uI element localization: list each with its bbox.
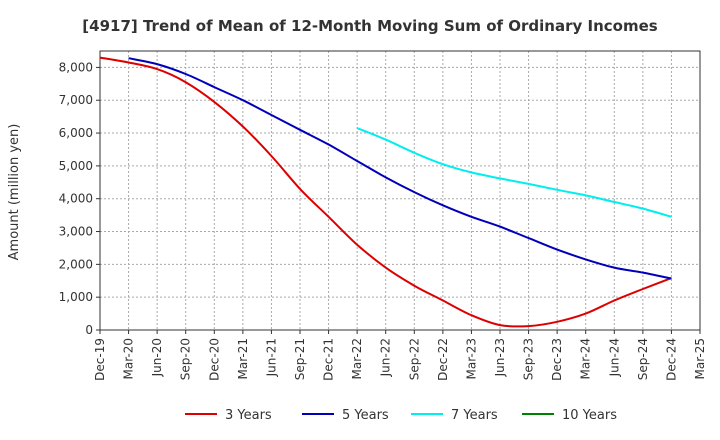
x-tick-label: Mar-24 bbox=[579, 338, 593, 379]
x-axis-ticks: Dec-19 Mar-20 Jun-20 Sep-20 Dec-20 Mar-21 Jun-… bbox=[93, 330, 707, 381]
series-line-3-years bbox=[99, 56, 672, 328]
x-tick-label: Sep-24 bbox=[636, 338, 650, 380]
y-tick-label: 7,000 bbox=[59, 93, 93, 107]
y-axis-label: Amount (million yen) bbox=[7, 124, 22, 261]
legend-label: 5 Years bbox=[342, 408, 389, 423]
series-line-5-years bbox=[128, 57, 672, 280]
chart-title: [4917] Trend of Mean of 12-Month Moving … bbox=[82, 17, 657, 35]
x-tick-label: Sep-22 bbox=[407, 338, 421, 380]
y-tick-label: 1,000 bbox=[59, 290, 93, 304]
legend-label: 10 Years bbox=[562, 408, 617, 423]
x-tick-label: Mar-22 bbox=[350, 338, 364, 379]
x-tick-label: Jun-21 bbox=[264, 338, 278, 377]
y-tick-label: 4,000 bbox=[59, 192, 93, 206]
x-tick-label: Jun-24 bbox=[607, 338, 621, 377]
x-tick-label: Mar-20 bbox=[122, 338, 136, 379]
x-tick-label: Dec-24 bbox=[664, 338, 678, 381]
y-tick-label: 3,000 bbox=[59, 225, 93, 239]
y-tick-label: 5,000 bbox=[59, 159, 93, 173]
x-tick-label: Jun-20 bbox=[150, 338, 164, 377]
x-tick-label: Mar-25 bbox=[693, 338, 707, 379]
legend-label: 7 Years bbox=[451, 408, 498, 423]
y-tick-label: 8,000 bbox=[59, 60, 93, 74]
x-tick-label: Dec-21 bbox=[322, 338, 336, 381]
x-tick-label: Jun-22 bbox=[379, 338, 393, 377]
legend-label: 3 Years bbox=[225, 408, 272, 423]
x-tick-label: Sep-21 bbox=[293, 338, 307, 380]
x-tick-label: Dec-19 bbox=[93, 338, 107, 381]
y-tick-label: 0 bbox=[85, 323, 93, 337]
x-tick-label: Dec-20 bbox=[207, 338, 221, 381]
x-tick-label: Mar-21 bbox=[236, 338, 250, 379]
legend-item-5-years: 5 Years bbox=[302, 408, 389, 423]
legend-item-3-years: 3 Years bbox=[185, 408, 272, 423]
x-tick-label: Sep-23 bbox=[522, 338, 536, 380]
series-line-7-years bbox=[356, 127, 672, 218]
x-tick-label: Sep-20 bbox=[179, 338, 193, 380]
y-axis-ticks: 0 1,000 2,000 3,000 4,000 5,000 6,000 7,000 8,00… bbox=[59, 60, 100, 337]
x-tick-label: Dec-22 bbox=[436, 338, 450, 381]
legend: 3 Years 5 Years 7 Years 10 Years bbox=[185, 408, 617, 423]
x-tick-label: Mar-23 bbox=[464, 338, 478, 379]
y-tick-label: 2,000 bbox=[59, 257, 93, 271]
legend-item-7-years: 7 Years bbox=[411, 408, 498, 423]
plot-frame bbox=[99, 50, 701, 331]
y-tick-label: 6,000 bbox=[59, 126, 93, 140]
legend-item-10-years: 10 Years bbox=[522, 408, 617, 423]
x-tick-label: Dec-23 bbox=[550, 338, 564, 381]
x-tick-label: Jun-23 bbox=[493, 338, 507, 377]
series-lines bbox=[99, 56, 672, 328]
grid bbox=[99, 51, 701, 331]
